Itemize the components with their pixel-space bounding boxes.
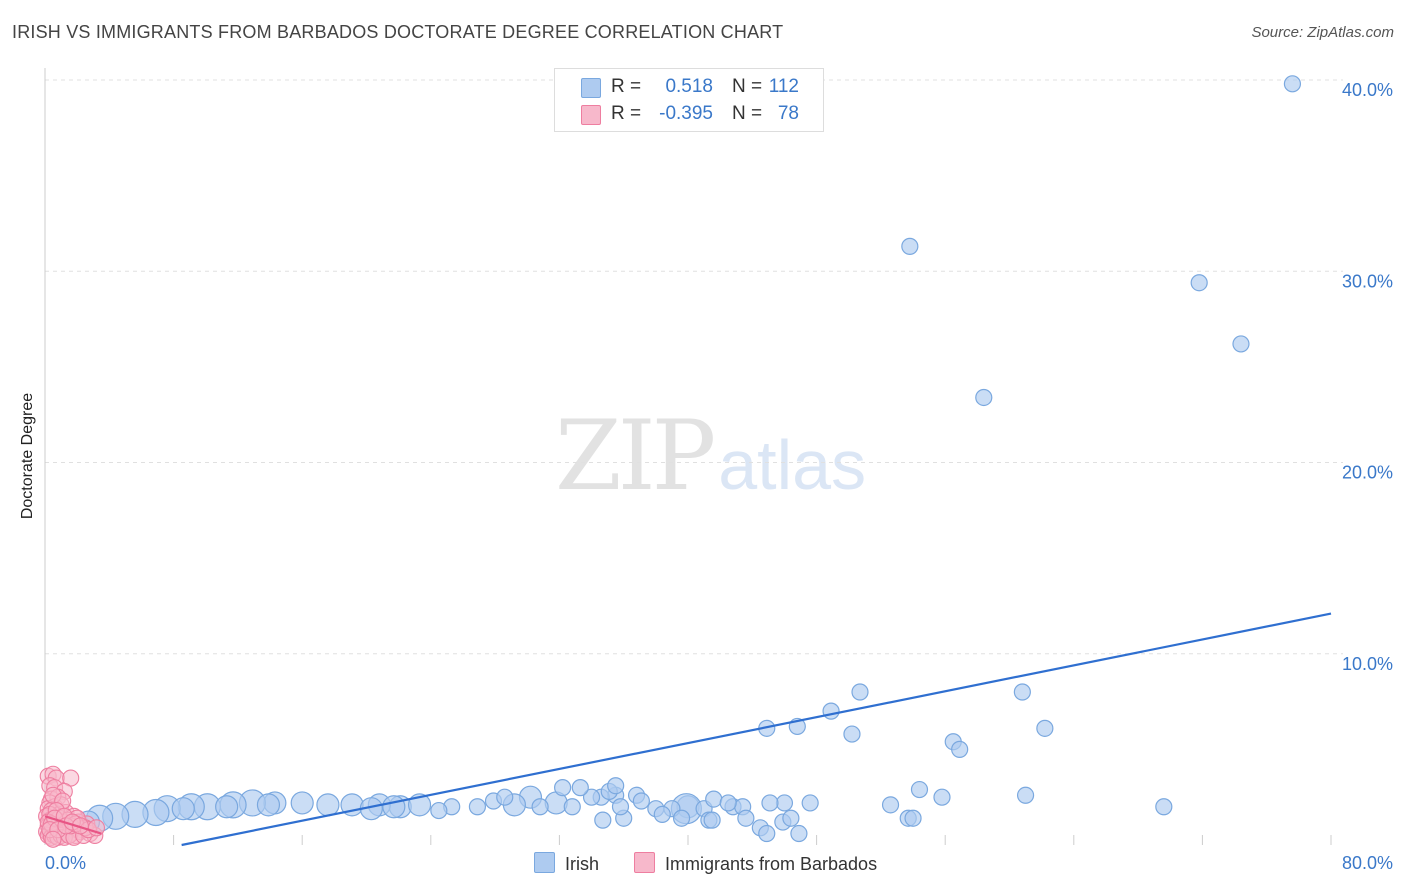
irish-point <box>290 791 314 815</box>
irish-n-value: 112 <box>768 76 799 97</box>
irish-point <box>582 788 601 806</box>
stats-box: R = 0.518 N = 112 R = -0.395 N = 78 <box>554 68 824 132</box>
irish-point <box>571 779 589 797</box>
irish-point <box>843 725 861 743</box>
barbados-point <box>44 830 62 848</box>
irish-point <box>171 797 195 821</box>
stats-row-irish: R = 0.518 N = 112 <box>555 74 823 100</box>
irish-point <box>1013 683 1031 701</box>
irish-point <box>607 777 625 795</box>
irish-point <box>256 793 281 817</box>
irish-point <box>496 788 514 806</box>
irish-point <box>430 801 448 820</box>
irish-point <box>563 798 581 816</box>
y-tick-label: 40.0% <box>1342 80 1393 100</box>
irish-point <box>719 794 737 812</box>
irish-point <box>782 809 800 827</box>
irish-n-label: N = <box>732 76 763 97</box>
x-tick-label: 80.0% <box>1342 853 1393 873</box>
legend-swatch-barbados <box>634 852 655 873</box>
barbados-point <box>87 819 105 837</box>
irish-point <box>1232 335 1250 353</box>
irish-trendline <box>181 612 1332 847</box>
irish-point <box>531 798 549 816</box>
legend-item-irish[interactable]: Irish <box>534 852 599 875</box>
irish-point <box>1190 274 1208 292</box>
irish-point <box>632 792 650 810</box>
irish-point <box>775 794 794 812</box>
irish-point <box>951 740 969 758</box>
barbados-r-label: R = <box>611 103 642 124</box>
irish-r-value: 0.518 <box>665 76 713 97</box>
barbados-point <box>71 817 89 835</box>
irish-point <box>822 702 840 720</box>
irish-point <box>468 798 487 816</box>
irish-point <box>703 811 721 829</box>
source-label: Source: ZipAtlas.com <box>1251 24 1394 41</box>
irish-point <box>611 798 630 816</box>
y-axis-label: Doctorate Degree <box>19 392 36 520</box>
irish-point <box>904 809 922 827</box>
irish-point <box>1155 798 1173 816</box>
irish-point <box>737 809 755 827</box>
irish-point <box>1283 75 1302 93</box>
legend-label-irish: Irish <box>565 854 600 874</box>
irish-point <box>881 796 900 814</box>
irish-point <box>975 388 993 407</box>
irish-point <box>761 794 779 812</box>
irish-point <box>316 793 340 817</box>
barbados-trendline <box>44 815 102 835</box>
legend-swatch-irish <box>534 852 555 873</box>
barbados-n-value: 78 <box>777 103 799 124</box>
irish-point <box>382 795 406 819</box>
irish-point <box>901 237 919 255</box>
irish-point <box>594 811 612 829</box>
stats-row-barbados: R = -0.395 N = 78 <box>555 101 823 127</box>
irish-point <box>653 805 671 824</box>
legend-item-barbados[interactable]: Immigrants from Barbados <box>634 852 877 875</box>
barbados-n-label: N = <box>732 103 763 124</box>
irish-point <box>672 809 691 827</box>
y-tick-label: 10.0% <box>1342 654 1393 674</box>
legend-label-barbados: Immigrants from Barbados <box>665 854 878 874</box>
irish-point <box>554 779 572 797</box>
barbados-r-value: -0.395 <box>659 103 713 124</box>
irish-point <box>910 780 929 799</box>
irish-point <box>1016 786 1035 804</box>
x-tick-label: 0.0% <box>45 853 86 873</box>
irish-point <box>215 795 239 819</box>
irish-point <box>851 683 869 701</box>
irish-point <box>758 824 776 843</box>
barbados-swatch <box>581 105 601 125</box>
y-tick-label: 20.0% <box>1342 463 1393 483</box>
chart-title: IRISH VS IMMIGRANTS FROM BARBADOS DOCTOR… <box>12 22 784 42</box>
irish-point <box>801 794 819 812</box>
irish-point <box>1036 719 1054 737</box>
irish-point <box>933 788 951 806</box>
irish-point <box>790 824 808 843</box>
irish-point <box>407 793 432 817</box>
y-tick-label: 30.0% <box>1342 271 1393 291</box>
irish-r-label: R = <box>611 76 642 97</box>
irish-point <box>705 790 723 808</box>
irish-swatch <box>581 78 601 98</box>
